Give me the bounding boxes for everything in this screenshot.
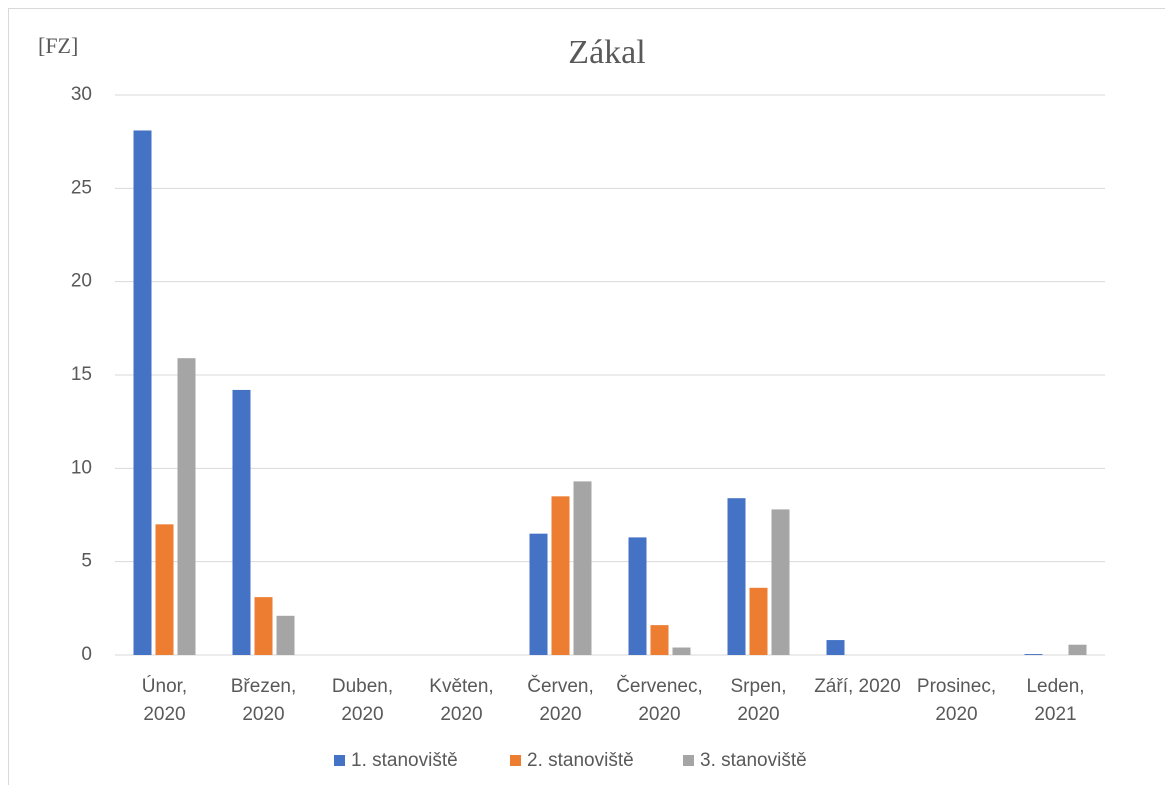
legend-swatch [683,755,694,766]
x-tick-label: Březen, [231,676,296,697]
x-tick-label: 2020 [341,704,383,725]
bar [672,647,691,655]
y-tick-label: 0 [81,644,92,665]
y-axis-label: [FZ] [38,33,78,58]
x-tick-label: 2020 [440,704,482,725]
bar [771,509,790,655]
x-tick-label: Srpen, [731,676,787,697]
bar [177,358,196,655]
bar [573,481,592,655]
x-tick-label: 2020 [737,704,779,725]
bar [529,533,548,655]
x-tick-label: 2020 [935,704,977,725]
y-tick-label: 25 [71,177,92,198]
x-tick-label: 2020 [539,704,581,725]
y-tick-label: 5 [81,551,92,572]
x-tick-label: 2021 [1034,704,1076,725]
y-tick-label: 15 [71,364,92,385]
bar [155,524,174,655]
bar [276,615,295,655]
y-tick-label: 30 [71,84,92,105]
x-tick-label: 2020 [242,704,284,725]
bar [628,537,647,655]
bar [1068,644,1087,655]
legend-label: 2. stanoviště [527,750,634,771]
bar [551,496,570,655]
bar [826,640,845,655]
chart-title: Zákal [568,34,645,71]
legend-label: 3. stanoviště [700,750,807,771]
x-tick-label: 2020 [638,704,680,725]
x-tick-label: Červenec, [616,675,703,697]
bar [232,389,251,655]
bar [749,587,768,655]
x-tick-label: Září, 2020 [814,676,901,697]
legend-label: 1. stanoviště [351,750,458,771]
y-tick-label: 20 [71,271,92,292]
x-tick-label: Duben, [332,676,393,697]
legend-swatch [334,755,345,766]
bar [650,625,669,655]
bar [1024,654,1043,655]
chart-frame [8,8,1165,785]
x-tick-label: Únor, [142,675,187,697]
x-tick-label: 2020 [143,704,185,725]
bar [727,498,746,655]
y-tick-label: 10 [71,457,92,478]
bar [133,130,152,655]
x-tick-label: Prosinec, [917,676,996,697]
bar [254,597,273,655]
x-tick-label: Červen, [527,675,594,697]
x-tick-label: Květen, [429,676,493,697]
x-tick-label: Leden, [1026,676,1084,697]
legend-swatch [510,755,521,766]
